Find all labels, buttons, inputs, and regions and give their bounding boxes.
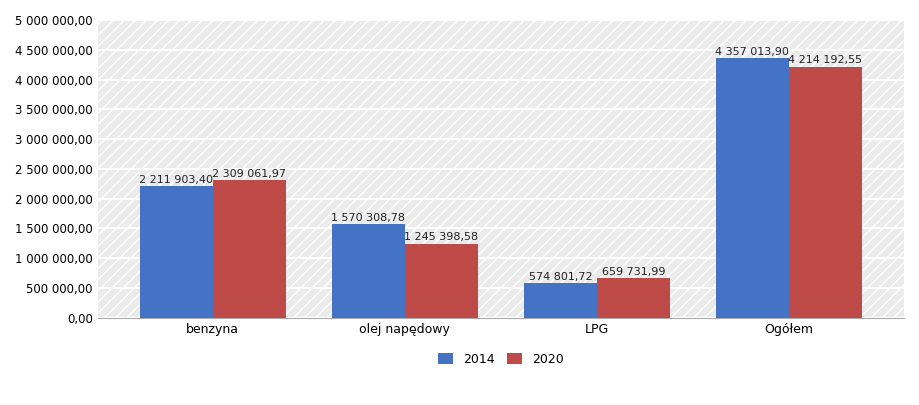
Text: 1 570 308,78: 1 570 308,78 [332,213,405,223]
Legend: 2014, 2020: 2014, 2020 [433,348,569,371]
Text: 1 245 398,58: 1 245 398,58 [404,232,479,242]
Bar [716,58,789,318]
FancyBboxPatch shape [97,20,904,318]
Bar [596,278,670,318]
Bar [789,67,862,318]
Text: 4 214 192,55: 4 214 192,55 [789,55,862,65]
Bar [213,180,286,318]
Text: 659 731,99: 659 731,99 [602,267,665,277]
Text: 4 357 013,90: 4 357 013,90 [715,47,789,57]
Text: 2 211 903,40: 2 211 903,40 [140,175,213,185]
Bar [140,186,213,318]
Text: 2 309 061,97: 2 309 061,97 [212,169,287,179]
Bar [404,243,478,318]
Bar [524,284,596,318]
Text: 574 801,72: 574 801,72 [528,272,592,282]
Bar [332,224,404,318]
